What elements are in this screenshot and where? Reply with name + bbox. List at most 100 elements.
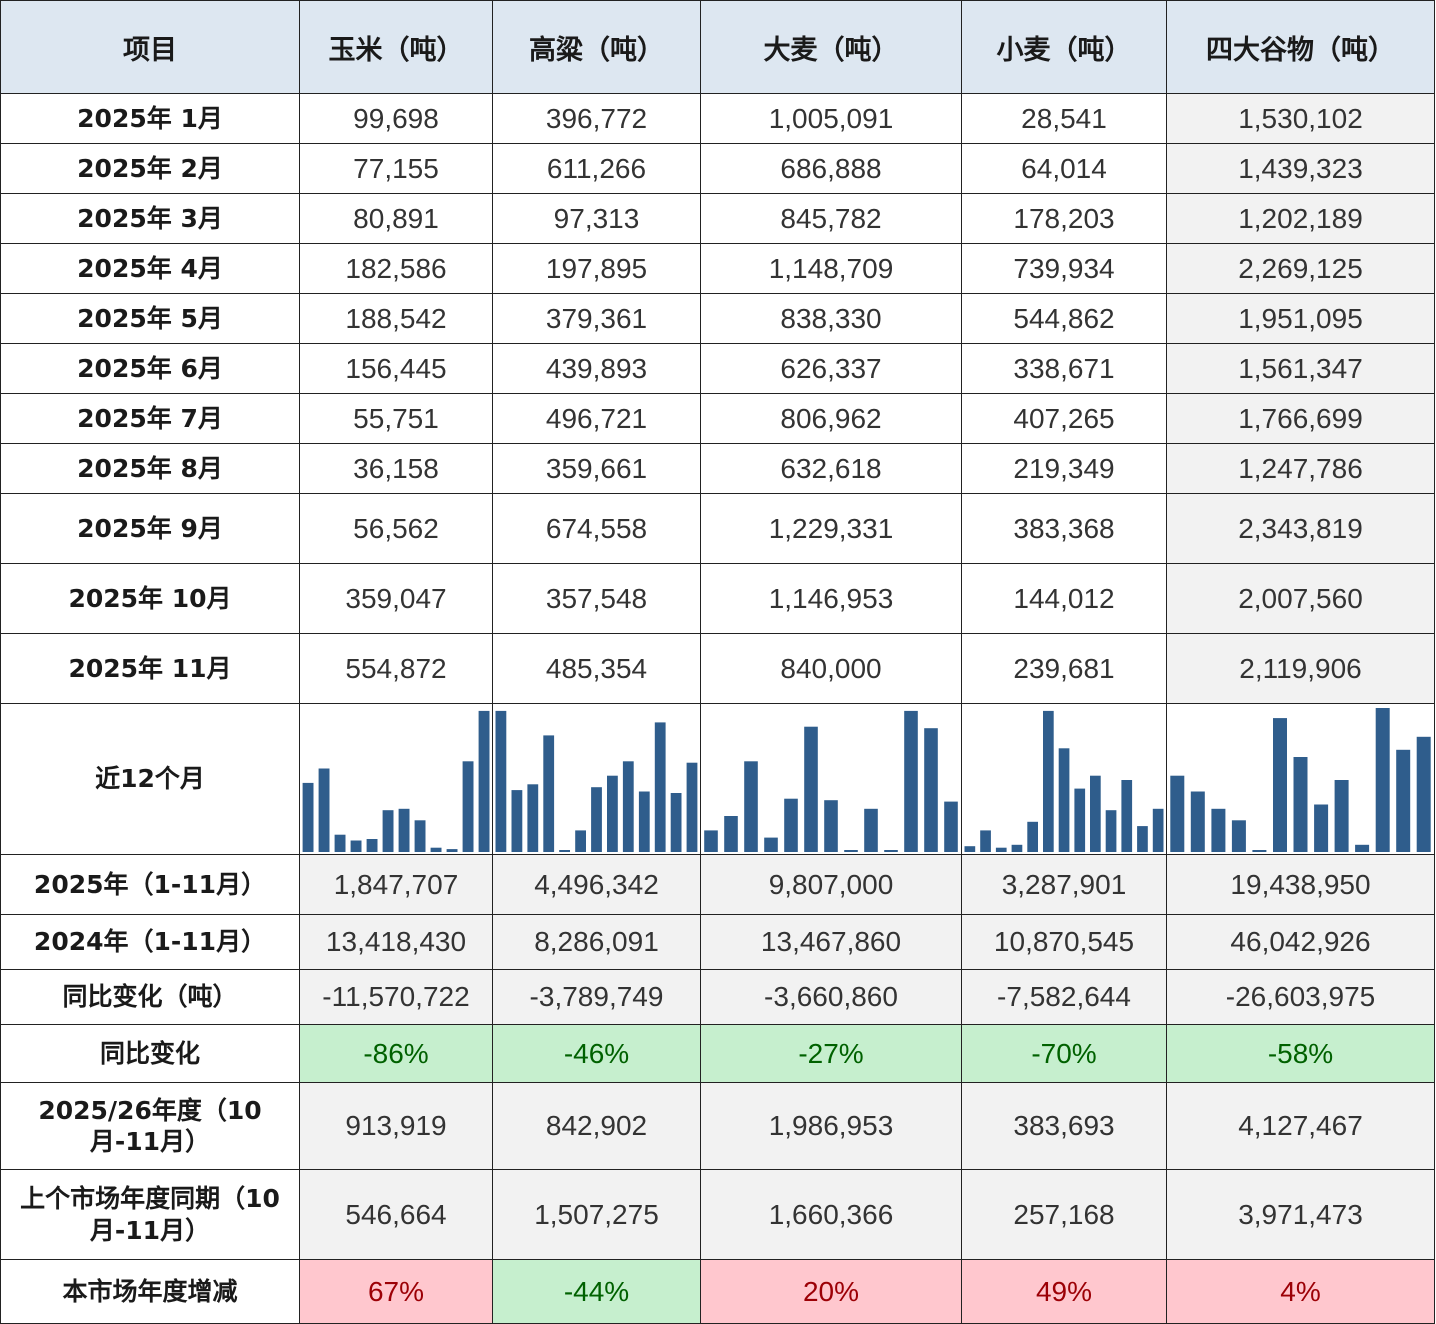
table-row: 2025/26年度（10月-11月） 913,919 842,902 1,986… [0,1082,1435,1170]
sparkline-bar [824,800,838,852]
cell-wheat: 144,012 [961,563,1167,634]
sparkline-bar [430,847,442,852]
sparkline-bar [1074,788,1086,852]
row-label: 上个市场年度同期（10月-11月） [0,1169,300,1260]
sparkline-wheat [961,703,1167,855]
sparkline-bar [591,787,602,852]
sparkline-bar [864,808,878,852]
sparkline-bar [724,816,738,852]
sparkline-bar [575,830,586,852]
sparkline-bar [686,762,698,852]
cell-corn: 546,664 [299,1169,493,1260]
row-label: 同比变化 [0,1024,300,1083]
sparkline-bar [398,808,410,852]
sparkline-bar [704,830,718,852]
cell-wheat: 239,681 [961,633,1167,704]
cell-corn: 67% [299,1259,493,1324]
table-row: 2025年 5月 188,542 379,361 838,330 544,862… [0,293,1435,344]
row-label: 2025/26年度（10月-11月） [0,1082,300,1170]
row-label: 2025年 2月 [0,143,300,194]
cell-wheat: 544,862 [961,293,1167,344]
cell-corn: 156,445 [299,343,493,394]
cell-wheat: 383,693 [961,1082,1167,1170]
cell-total: 3,971,473 [1166,1169,1435,1260]
cell-corn: 554,872 [299,633,493,704]
cell-barley: 1,986,953 [700,1082,962,1170]
sparkline-bar [334,834,346,852]
sparkline-bar [1355,844,1370,852]
sparkline-chart [1170,708,1431,852]
table-row: 2025年 11月 554,872 485,354 840,000 239,68… [0,633,1435,704]
row-label: 2025年 3月 [0,193,300,244]
cell-barley: 20% [700,1259,962,1324]
sparkline-bar [804,726,818,852]
cell-total: 1,766,699 [1166,393,1435,444]
cell-barley: 840,000 [700,633,962,704]
cell-barley: 1,005,091 [700,93,962,144]
sparkline-bar [414,820,426,852]
sparkline-bar [654,722,666,852]
row-label: 2024年（1-11月） [0,914,300,970]
sparkline-sorghum [492,703,701,855]
sparkline-bar [1293,757,1308,852]
row-label: 2025年 1月 [0,93,300,144]
sparkline-bar [622,761,634,852]
cell-wheat: -7,582,644 [961,969,1167,1025]
cell-total: 1,530,102 [1166,93,1435,144]
sparkline-bar [1190,791,1205,852]
cell-sorghum: 496,721 [492,393,701,444]
sparkline-bar [980,830,991,852]
sparkline-bar [1252,850,1267,852]
cell-barley: -3,660,860 [700,969,962,1025]
table-row: 2025年 9月 56,562 674,558 1,229,331 383,36… [0,493,1435,564]
cell-barley: 632,618 [700,443,962,494]
cell-wheat: 49% [961,1259,1167,1324]
sparkline-bar [1273,718,1287,852]
header-item: 项目 [0,0,300,94]
cell-total: 1,439,323 [1166,143,1435,194]
table-row: 2025年 4月 182,586 197,895 1,148,709 739,9… [0,243,1435,294]
sparkline-bar [944,801,958,852]
sparkline-bar [1152,808,1164,852]
cell-total: 2,007,560 [1166,563,1435,634]
cell-corn: 359,047 [299,563,493,634]
sparkline-bar [1231,820,1246,852]
sparkline-bar [543,735,555,852]
cell-corn: 13,418,430 [299,914,493,970]
cell-total: 46,042,926 [1166,914,1435,970]
cell-total: 19,438,950 [1166,854,1435,915]
season-change-row: 本市场年度增减 67% -44% 20% 49% 4% [0,1259,1435,1324]
cell-total: 4% [1166,1259,1435,1324]
table-row: 上个市场年度同期（10月-11月） 546,664 1,507,275 1,66… [0,1169,1435,1260]
cell-corn: 55,751 [299,393,493,444]
sparkline-chart [495,710,698,852]
table-row: 2025年 2月 77,155 611,266 686,888 64,014 1… [0,143,1435,194]
cell-sorghum: 611,266 [492,143,701,194]
sparkline-chart [704,710,958,852]
cell-total: 2,343,819 [1166,493,1435,564]
cell-corn: 1,847,707 [299,854,493,915]
table-row: 2025年 8月 36,158 359,661 632,618 219,349 … [0,443,1435,494]
cell-corn: -86% [299,1024,493,1083]
cell-sorghum: 1,507,275 [492,1169,701,1260]
cell-wheat: 178,203 [961,193,1167,244]
cell-sorghum: -44% [492,1259,701,1324]
sparkline-chart [964,710,1164,852]
cell-sorghum: 197,895 [492,243,701,294]
row-label: 2025年（1-11月） [0,854,300,915]
table-row: 2025年 7月 55,751 496,721 806,962 407,265 … [0,393,1435,444]
sparkline-bar [350,840,362,852]
sparkline-bar [670,793,682,852]
sparkline-bar [904,710,918,852]
sparkline-bar [302,782,314,852]
cell-corn: 913,919 [299,1082,493,1170]
cell-barley: 1,660,366 [700,1169,962,1260]
sparkline-bar [1314,804,1329,852]
cell-corn: 99,698 [299,93,493,144]
cell-wheat: 407,265 [961,393,1167,444]
header-four-grains: 四大谷物（吨） [1166,0,1435,94]
sparkline-bar [1011,844,1023,852]
row-label: 2025年 9月 [0,493,300,564]
sparkline-bar [1375,708,1390,852]
